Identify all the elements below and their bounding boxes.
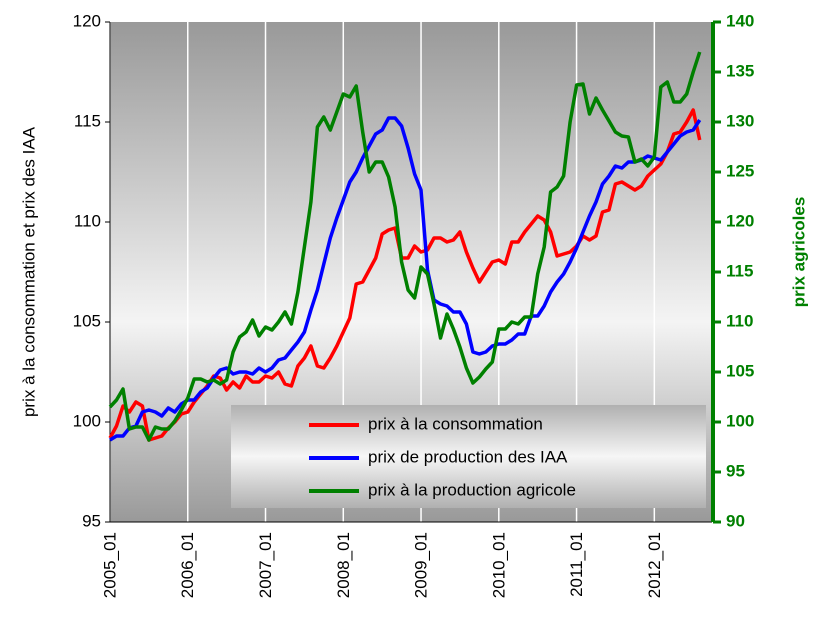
y-tick-label: 110 xyxy=(74,211,101,230)
legend-label: prix de production des IAA xyxy=(368,447,568,466)
y-tick-label: 120 xyxy=(73,11,101,30)
x-tick-label: 2010_01 xyxy=(489,532,508,598)
x-tick-label: 2006_01 xyxy=(178,532,197,598)
y-axis-label: prix à la consommation et prix des IAA xyxy=(19,126,38,417)
y2-tick-label: 115 xyxy=(726,261,753,280)
y2-tick-label: 110 xyxy=(726,311,753,330)
x-tick-label: 2008_01 xyxy=(334,532,353,598)
legend-label: prix à la consommation xyxy=(368,414,543,433)
y2-tick-label: 100 xyxy=(726,411,754,430)
y2-tick-label: 130 xyxy=(726,111,754,130)
series-line xyxy=(108,51,702,442)
y2-axis-label: prix agricoles xyxy=(789,197,808,308)
y2-tick-label: 95 xyxy=(726,461,745,480)
x-tick-label: 2005_01 xyxy=(100,532,119,598)
y2-tick-label: 105 xyxy=(726,361,754,380)
x-tick-label: 2007_01 xyxy=(256,532,275,598)
y2-tick-label: 125 xyxy=(726,161,754,180)
legend-label: prix à la production agricole xyxy=(368,480,576,499)
y-tick-label: 95 xyxy=(82,511,101,530)
y-tick-label: 100 xyxy=(73,411,101,430)
y-tick-label: 115 xyxy=(74,111,101,130)
y-tick-label: 105 xyxy=(73,311,101,330)
y2-tick-label: 135 xyxy=(726,61,754,80)
series-line xyxy=(109,116,702,442)
y2-tick-label: 120 xyxy=(726,211,754,230)
y2-tick-label: 90 xyxy=(726,511,745,530)
x-tick-label: 2011_01 xyxy=(567,532,586,597)
y2-tick-label: 140 xyxy=(726,11,754,30)
x-tick-label: 2012_01 xyxy=(645,532,664,598)
x-tick-label: 2009_01 xyxy=(412,532,431,598)
